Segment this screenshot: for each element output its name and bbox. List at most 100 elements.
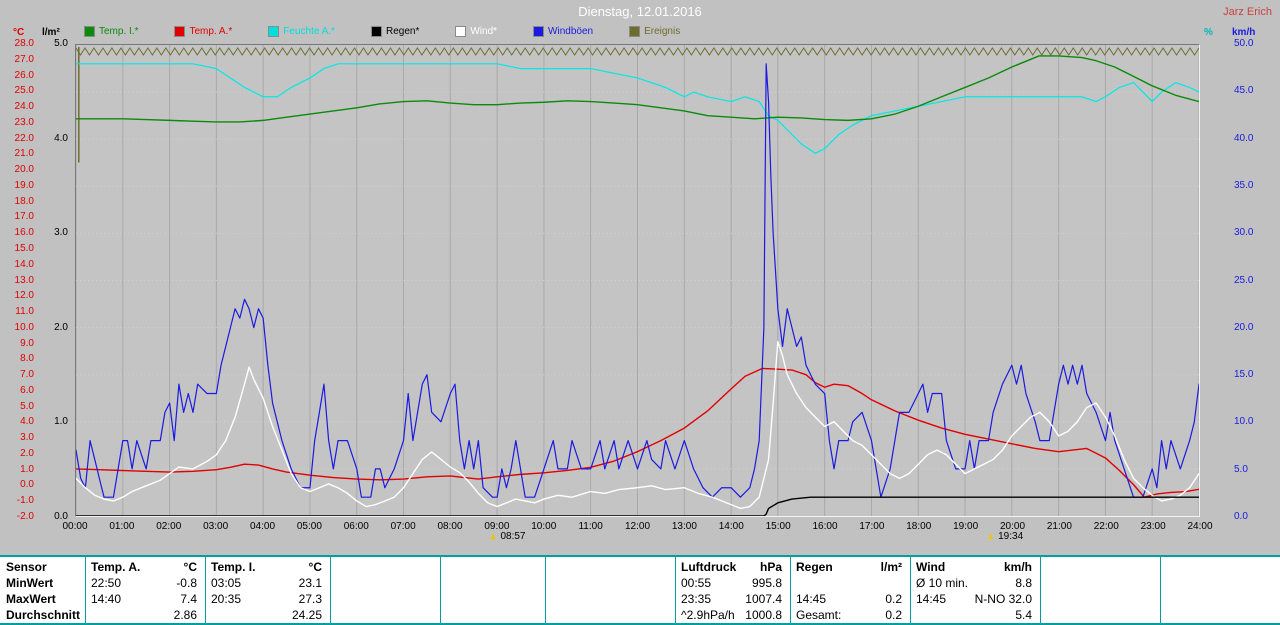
stats-data-row: 24.25	[206, 607, 330, 623]
stats-group-header: Temp. I. °C	[206, 559, 330, 575]
stat-value-cell: 995.8	[751, 576, 782, 590]
stats-data-row: 22:50 -0.8	[86, 575, 205, 591]
time-tick-label: 10:00	[531, 521, 557, 532]
time-tick-label: 17:00	[859, 521, 885, 532]
rain-tick-label: 0.0	[54, 511, 68, 522]
humidity-axis-unit: %	[1204, 27, 1213, 38]
temp-tick-label: 14.0	[14, 258, 34, 270]
stats-row-label: Durchschnitt	[6, 608, 81, 622]
stats-group-header: Regen l/m²	[791, 559, 910, 575]
temp-tick-label: 3.0	[20, 432, 34, 444]
stats-data-row: 14:40 7.4	[86, 591, 205, 607]
wind-tick-label: 25.0	[1234, 274, 1254, 286]
stats-data-row: 03:05 23.1	[206, 575, 330, 591]
temp-tick-label: 23.0	[14, 116, 34, 128]
page-title: Dienstag, 12.01.2016	[578, 4, 702, 19]
time-tick-label: 11:00	[578, 521, 603, 532]
stats-group	[545, 557, 675, 623]
stat-value-cell: 2.86	[173, 608, 197, 622]
stat-value-cell: 27.3	[298, 592, 322, 606]
legend-item: Regen*	[370, 26, 420, 37]
wind-tick-label: 50.0	[1234, 38, 1254, 49]
legend-swatch-icon	[455, 26, 467, 37]
legend-item: Wind*	[455, 26, 497, 37]
wind-tick-label: 15.0	[1234, 369, 1254, 381]
stat-value-cell: 7.4	[180, 592, 197, 606]
stats-group-header	[331, 559, 440, 575]
stats-row-label: MaxWert	[6, 592, 56, 606]
time-tick-label: 07:00	[390, 521, 416, 532]
time-tick-label: 06:00	[343, 521, 369, 532]
stats-data-row: Gesamt: 0.2	[791, 607, 910, 623]
rain-tick-label: 5.0	[54, 38, 68, 49]
temp-tick-label: 25.0	[14, 85, 34, 97]
rain-tick-label: 2.0	[54, 321, 68, 333]
stats-group-header	[1161, 559, 1280, 575]
time-tick-label: 16:00	[812, 521, 838, 532]
rain-tick-label: 4.0	[54, 132, 68, 144]
stat-value-cell: -0.8	[176, 576, 197, 590]
rain-tick-label: 3.0	[54, 227, 68, 239]
time-tick-label: 21:00	[1046, 521, 1072, 532]
stats-group: Regen l/m² 14:45 0.2 Gesamt: 0.2	[790, 557, 910, 623]
stats-data-row	[1041, 591, 1160, 607]
time-tick-label: 03:00	[203, 521, 229, 532]
temp-tick-label: 21.0	[14, 148, 34, 160]
legend-item: Temp. I.*	[84, 26, 138, 37]
stat-value-cell: 0.2	[885, 592, 902, 606]
legend-swatch-icon	[533, 26, 545, 37]
stat-value-cell: 23.1	[298, 576, 322, 590]
temp-tick-label: 9.0	[20, 337, 34, 349]
wind-tick-label: 5.0	[1234, 463, 1248, 475]
time-tick-label: 14:00	[718, 521, 744, 532]
temp-tick-label: 0.0	[20, 479, 34, 491]
stats-sensor-name: Temp. A.	[91, 560, 141, 574]
stats-sensor-name: Luftdruck	[681, 560, 737, 574]
time-tick-label: 23:00	[1140, 521, 1166, 532]
wind-axis-unit: km/h	[1232, 27, 1256, 38]
stats-group: Wind km/h Ø 10 min. 8.8 14:45 N-NO 32.0 5.4	[910, 557, 1040, 623]
stat-time-cell: 14:45	[916, 592, 947, 606]
time-tick-label: 05:00	[296, 521, 322, 532]
temp-tick-label: 13.0	[14, 274, 34, 286]
stat-time-cell: 14:45	[796, 592, 827, 606]
stats-data-row: 23:35 1007.4	[676, 591, 790, 607]
stats-sensor-name: Regen	[796, 560, 833, 574]
rain-axis-unit: l/m²	[42, 27, 60, 38]
stats-data-row	[331, 591, 440, 607]
stat-time-cell: Ø 10 min.	[916, 576, 969, 590]
temp-tick-label: 19.0	[14, 179, 34, 191]
stats-sensor-name: Wind	[916, 560, 946, 574]
stats-table: Sensor MinWert MaxWert Durchschnitt Temp. A.…	[0, 555, 1280, 625]
temp-tick-label: 7.0	[20, 369, 34, 381]
legend-item: Ereignis	[629, 26, 680, 37]
stats-data-row	[546, 575, 675, 591]
stats-data-row: 14:45 0.2	[791, 591, 910, 607]
stats-group-header	[441, 559, 545, 575]
stats-group	[1160, 557, 1280, 623]
time-tick-label: 09:00	[484, 521, 510, 532]
legend-label: Ereignis	[644, 26, 681, 37]
legend: Temp. I.* Temp. A.* Feuchte A.* Regen* Wind*…	[84, 26, 680, 37]
legend-label: Windböen	[548, 26, 594, 37]
stat-value-cell: 1000.8	[745, 608, 782, 622]
stats-group-header	[546, 559, 675, 575]
stat-time-cell: 00:55	[681, 576, 712, 590]
temp-tick-label: 2.0	[20, 447, 34, 459]
stats-data-row: 14:45 N-NO 32.0	[911, 591, 1040, 607]
wind-tick-label: 20.0	[1234, 321, 1254, 333]
stat-time-cell: 22:50	[91, 576, 122, 590]
wind-tick-label: 30.0	[1234, 227, 1254, 239]
time-tick-label: 20:00	[999, 521, 1026, 532]
legend-label: Temp. A.*	[189, 26, 233, 37]
temp-tick-label: 11.0	[15, 306, 34, 318]
stats-sensor-unit: hPa	[759, 560, 782, 574]
temp-tick-label: 24.0	[14, 101, 34, 113]
wind-tick-label: 40.0	[1234, 132, 1254, 144]
legend-label: Regen*	[385, 26, 420, 37]
time-marker: ▲ 08:57	[489, 531, 526, 542]
stats-data-row	[441, 607, 545, 623]
legend-item: Feuchte A.*	[268, 26, 335, 37]
legend-item: Temp. A.*	[174, 26, 232, 37]
stats-sensor-name: Temp. I.	[211, 560, 256, 574]
